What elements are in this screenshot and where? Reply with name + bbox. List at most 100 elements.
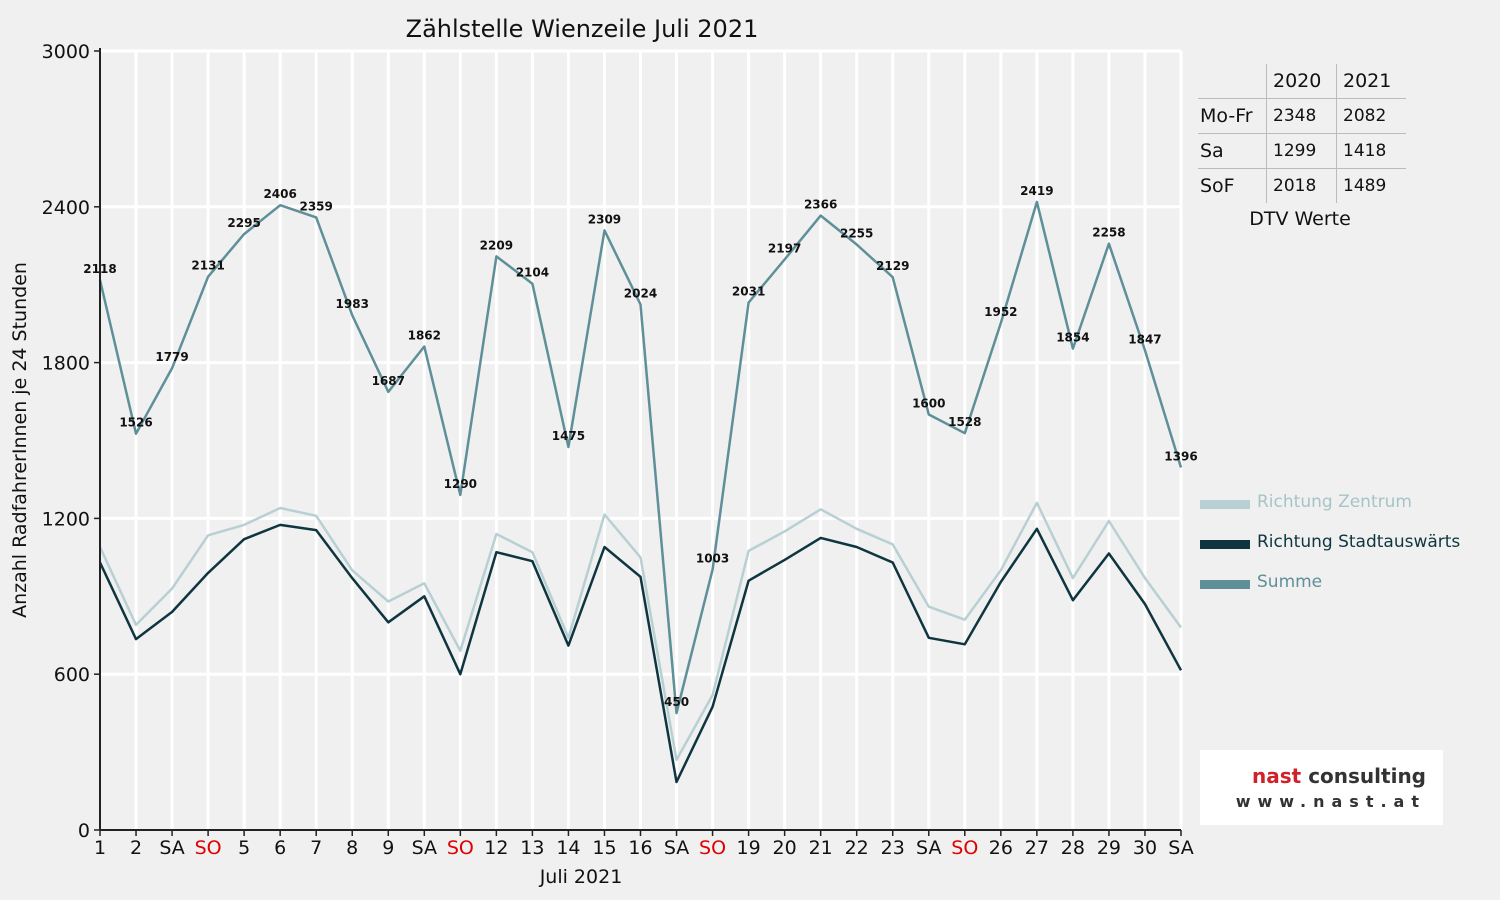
x-tick-label: 27 — [1025, 837, 1049, 859]
data-label: 1600 — [912, 397, 945, 411]
data-label: 2258 — [1092, 226, 1125, 240]
x-tick-label: SA — [916, 837, 941, 859]
y-tick-label: 3000 — [42, 41, 90, 63]
data-label: 1475 — [552, 429, 585, 443]
dtv-row-label: Mo-Fr — [1200, 105, 1253, 127]
y-tick-label: 600 — [54, 664, 90, 686]
data-label: 2366 — [804, 198, 837, 212]
y-tick-label: 2400 — [42, 197, 90, 219]
x-tick-labels: 1 2 SA SO 5 6 7 8 9 SA SO 12 13 14 15 16 SA SO 19 20 21 22 23 S… — [94, 837, 1194, 859]
y-axis-title: Anzahl RadfahrerInnen je 24 Stunden — [9, 262, 31, 618]
series-line — [98, 523, 1183, 784]
data-label: 2024 — [624, 286, 657, 300]
axes — [94, 48, 1182, 836]
x-tick-label: SO — [447, 837, 474, 859]
x-tick-label: SA — [1168, 837, 1193, 859]
data-label: 2295 — [227, 216, 260, 230]
data-label: 2419 — [1020, 184, 1053, 198]
y-tick-label: 1200 — [42, 508, 90, 530]
dtv-table: 2020 2021 Mo-Fr 2348 2082 Sa 1299 1418 S… — [1198, 64, 1406, 203]
grid-lines — [100, 49, 1183, 830]
legend-swatch — [1200, 540, 1250, 549]
x-tick-label: SO — [195, 837, 222, 859]
data-label: 2255 — [840, 226, 873, 240]
data-label: 1003 — [696, 552, 729, 566]
data-label: 1526 — [119, 416, 152, 430]
legend-swatch — [1200, 500, 1250, 509]
x-tick-label: 6 — [274, 837, 286, 859]
x-axis-title: Juli 2021 — [539, 866, 623, 888]
dtv-col-2021: 2021 — [1336, 64, 1406, 99]
data-label: 450 — [664, 695, 689, 709]
logo-url: www.nast.at — [1235, 792, 1426, 811]
x-tick-label: 16 — [628, 837, 652, 859]
data-label: 2359 — [299, 199, 332, 213]
x-tick-label: SA — [664, 837, 689, 859]
x-tick-label: 23 — [881, 837, 905, 859]
y-tick-label: 0 — [78, 820, 90, 842]
dtv-col-2020: 2020 — [1266, 64, 1337, 99]
data-label: 1396 — [1164, 450, 1197, 464]
dtv-row: SoF 2018 1489 — [1198, 168, 1406, 203]
legend-label: Richtung Zentrum — [1257, 492, 1412, 512]
dtv-row-label: Sa — [1200, 140, 1224, 162]
company-logo: nast consulting www.nast.at — [1200, 750, 1443, 825]
x-tick-label: 14 — [556, 837, 580, 859]
dtv-value: 2082 — [1336, 98, 1406, 134]
x-tick-label: 5 — [238, 837, 250, 859]
legend-swatch — [1200, 580, 1250, 589]
x-tick-label: 12 — [484, 837, 508, 859]
dtv-value: 1418 — [1336, 133, 1406, 169]
dtv-row: Sa 1299 1418 — [1198, 133, 1406, 169]
x-tick-label: 22 — [845, 837, 869, 859]
x-tick-label: SO — [951, 837, 978, 859]
x-tick-label: 29 — [1097, 837, 1121, 859]
data-label: 1854 — [1056, 331, 1089, 345]
data-label: 1983 — [336, 297, 369, 311]
y-tick-label: 1800 — [42, 353, 90, 375]
data-label: 1290 — [444, 477, 477, 491]
series-lines — [98, 200, 1183, 784]
x-tick-label: 30 — [1133, 837, 1157, 859]
dtv-value: 1489 — [1336, 168, 1406, 203]
data-label: 2209 — [480, 238, 513, 252]
x-tick-label: SA — [412, 837, 437, 859]
y-tick-labels: 0 600 1200 1800 2400 3000 — [42, 41, 90, 842]
legend-label: Summe — [1257, 572, 1323, 592]
x-tick-label: 1 — [94, 837, 106, 859]
data-label: 2197 — [768, 242, 801, 256]
series-line — [98, 200, 1183, 715]
series-line — [98, 501, 1183, 762]
data-label: 1847 — [1128, 332, 1161, 346]
data-label: 2309 — [588, 212, 621, 226]
dtv-header-row: 2020 2021 — [1198, 64, 1406, 99]
dtv-row-label: SoF — [1200, 175, 1235, 197]
x-tick-label: 2 — [130, 837, 142, 859]
x-tick-label: 13 — [520, 837, 544, 859]
x-tick-label: 20 — [773, 837, 797, 859]
x-tick-label: 8 — [346, 837, 358, 859]
data-label: 1779 — [155, 350, 188, 364]
x-tick-label: 9 — [382, 837, 394, 859]
data-label: 1862 — [408, 329, 441, 343]
data-label: 2031 — [732, 285, 765, 299]
dtv-corner — [1198, 64, 1267, 99]
x-tick-label: 19 — [737, 837, 761, 859]
data-label: 2131 — [191, 259, 224, 273]
data-label: 2129 — [876, 259, 909, 273]
x-tick-label: 15 — [592, 837, 616, 859]
data-label: 2406 — [263, 187, 296, 201]
x-tick-label: 21 — [809, 837, 833, 859]
logo-name-part2: consulting — [1301, 764, 1426, 788]
data-label: 2104 — [516, 266, 549, 280]
x-tick-label: 26 — [989, 837, 1013, 859]
x-tick-label: SA — [159, 837, 184, 859]
data-label: 1687 — [372, 374, 405, 388]
dtv-caption: DTV Werte — [1249, 208, 1351, 230]
logo-name-part1: nast — [1252, 764, 1302, 788]
x-tick-label: 7 — [310, 837, 322, 859]
data-label: 1528 — [948, 415, 981, 429]
data-label: 1952 — [984, 305, 1017, 319]
dtv-value: 1299 — [1266, 133, 1337, 169]
